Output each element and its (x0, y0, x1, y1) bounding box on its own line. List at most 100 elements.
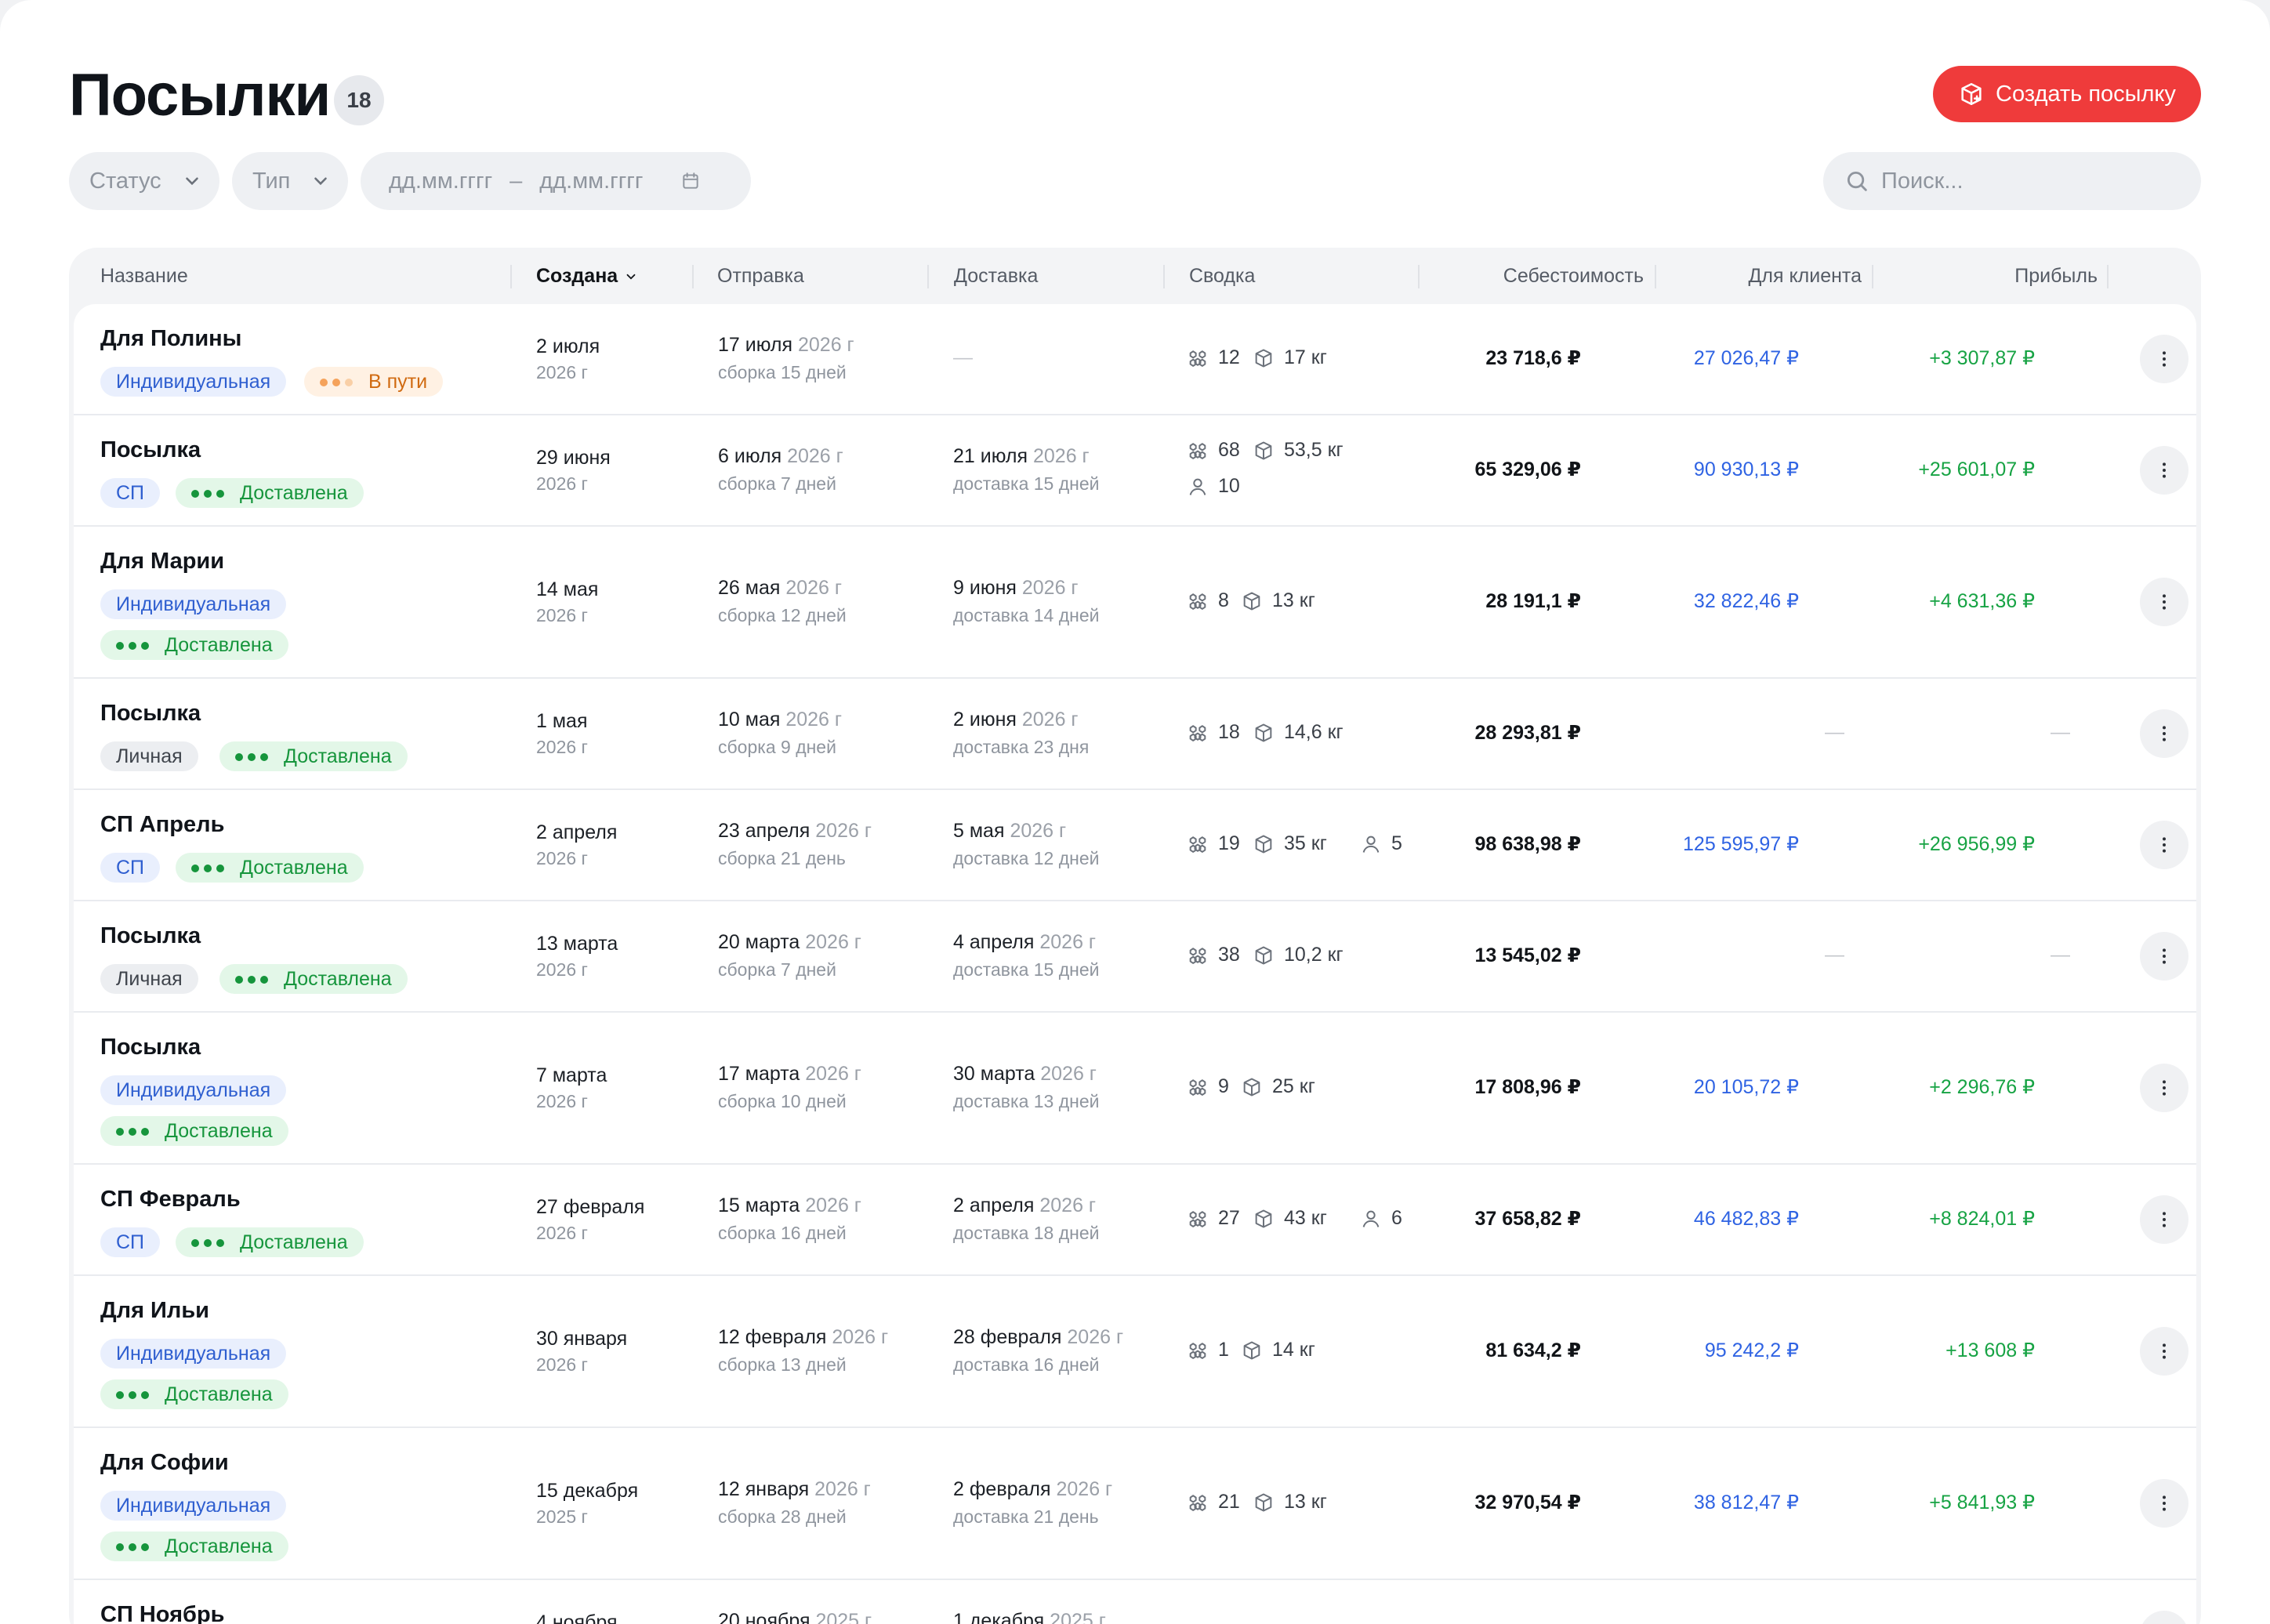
row-menu-button[interactable] (2140, 709, 2188, 758)
row-menu-button[interactable] (2140, 578, 2188, 626)
delivery-day: 2 апреля (953, 1194, 1035, 1216)
shipping-year: 2026 г (798, 334, 854, 356)
table-row[interactable]: СП Апрель СП Доставлена 2 апреля 2026 г 23 ап… (74, 790, 2196, 901)
delivery-year: 2026 г (1033, 445, 1090, 467)
box-icon (1255, 835, 1272, 853)
summary-items: 31 (1187, 1622, 1240, 1624)
column-divider (2107, 265, 2109, 288)
summary-weight-value: 10,2 кг (1284, 944, 1344, 966)
status-dots-icon (191, 853, 229, 883)
row-name: Для Ильи (100, 1298, 209, 1323)
items-icon (1189, 836, 1206, 853)
row-menu-button[interactable] (2140, 1479, 2188, 1528)
box-icon (1255, 1493, 1272, 1511)
column-header-created[interactable]: Создана (536, 265, 638, 288)
created-date: 2 апреля (536, 821, 618, 843)
status-filter[interactable]: Статус (69, 152, 219, 210)
row-menu-button[interactable] (2140, 1327, 2188, 1376)
table-row[interactable]: Посылка Индивидуальная Доставлена 7 марта 20… (74, 1013, 2196, 1165)
type-filter[interactable]: Тип (232, 152, 348, 210)
status-dots-icon (235, 964, 273, 994)
profit-value: +3 307,87 ₽ (1929, 347, 2035, 369)
status-dots-icon (116, 1379, 154, 1409)
delivery-day: 2 июня (953, 709, 1017, 730)
summary-weight-value: 43 кг (1284, 1207, 1327, 1229)
column-header-name[interactable]: Название (100, 265, 188, 287)
more-vertical-icon (2163, 837, 2166, 853)
items-icon (1189, 350, 1206, 367)
date-range-filter[interactable]: дд.мм.гггг – дд.мм.гггг (361, 152, 751, 210)
profit-value: +2 296,76 ₽ (1929, 1076, 2035, 1098)
table-row[interactable]: Для Марии Индивидуальная Доставлена 14 мая 2… (74, 527, 2196, 679)
table-row[interactable]: Посылка Личная Доставлена 13 марта 2026 г 20 … (74, 901, 2196, 1013)
shipping-date: 10 мая 2026 г (718, 709, 842, 731)
items-icon (1189, 947, 1206, 964)
search-box[interactable] (1823, 152, 2201, 210)
row-menu-button[interactable] (2140, 1195, 2188, 1244)
type-badge: СП (100, 478, 161, 508)
date-to-field[interactable]: дд.мм.гггг (539, 168, 644, 194)
status-dots-icon (191, 478, 229, 508)
type-badge: Индивидуальная (100, 1491, 287, 1521)
row-menu-button[interactable] (2140, 1064, 2188, 1112)
column-header-delivery[interactable]: Доставка (954, 265, 1039, 287)
column-header-client[interactable]: Для клиента (1748, 265, 1862, 287)
more-vertical-icon (2163, 726, 2166, 741)
column-header-shipping[interactable]: Отправка (717, 265, 804, 287)
box-icon (1255, 1209, 1272, 1227)
shipping-year: 2026 г (787, 445, 843, 467)
created-date: 2 июля (536, 335, 600, 357)
calendar-icon[interactable] (680, 171, 701, 191)
created-year: 2026 г (536, 1223, 588, 1243)
row-menu-button[interactable] (2140, 821, 2188, 869)
client-price-empty: — (1825, 721, 1844, 743)
status-badge: В пути (304, 367, 444, 397)
shipping-year: 2026 г (815, 820, 872, 842)
table-row[interactable]: Посылка Личная Доставлена 1 мая 2026 г 10 мая… (74, 679, 2196, 790)
shipping-date: 20 ноября 2025 г (718, 1610, 872, 1624)
more-vertical-icon (2163, 1080, 2166, 1096)
delivery-duration: доставка 21 день (953, 1506, 1099, 1527)
type-badge: Индивидуальная (100, 367, 287, 397)
client-price: 20 105,72 ₽ (1693, 1076, 1799, 1098)
date-from-field[interactable]: дд.мм.гггг (389, 168, 493, 194)
created-date: 4 ноября (536, 1611, 618, 1624)
row-menu-button[interactable] (2140, 932, 2188, 981)
status-label: Доставлена (240, 482, 348, 504)
table-row[interactable]: Для Полины Индивидуальная В пути 2 июля 2026… (74, 304, 2196, 415)
table-row[interactable]: СП Февраль СП Доставлена 27 февраля 2026 г 15… (74, 1165, 2196, 1276)
column-divider (1655, 265, 1656, 288)
table-row[interactable]: Для Софии Индивидуальная Доставлена 15 дека… (74, 1428, 2196, 1580)
box-icon (1243, 1341, 1260, 1359)
row-menu-button[interactable] (2140, 1611, 2188, 1624)
create-parcel-button[interactable]: Создать посылку (1933, 66, 2201, 122)
delivery-duration: доставка 16 дней (953, 1354, 1100, 1375)
table-row[interactable]: Для Ильи Индивидуальная Доставлена 30 январ… (74, 1276, 2196, 1428)
box-icon (1255, 349, 1272, 367)
client-price-empty: — (1825, 944, 1844, 966)
summary-weight-value: 13 кг (1272, 589, 1315, 611)
status-badge: Доставлена (176, 478, 364, 508)
row-menu-button[interactable] (2140, 446, 2188, 495)
profit-value: +4 631,36 ₽ (1929, 590, 2035, 612)
shipping-day: 20 марта (718, 931, 800, 953)
column-divider (1872, 265, 1873, 288)
row-menu-button[interactable] (2140, 335, 2188, 383)
shipping-duration: сборка 10 дней (718, 1091, 847, 1111)
delivery-year: 2026 г (1021, 577, 1079, 599)
cost-value: 17 808,96 ₽ (1474, 1076, 1581, 1098)
column-header-summary[interactable]: Сводка (1189, 265, 1256, 287)
status-badge: Доставлена (100, 630, 288, 660)
shipping-date: 17 июля 2026 г (718, 334, 854, 357)
column-header-profit[interactable]: Прибыль (2014, 265, 2098, 287)
type-badge: Личная (100, 964, 198, 994)
shipping-year: 2026 г (805, 1063, 861, 1085)
client-price: 90 930,13 ₽ (1693, 459, 1799, 480)
search-input[interactable] (1880, 167, 2196, 195)
status-badge: Доставлена (176, 853, 364, 883)
column-header-cost[interactable]: Себестоимость (1503, 265, 1644, 287)
summary-weight-value: 25 кг (1272, 1075, 1315, 1097)
